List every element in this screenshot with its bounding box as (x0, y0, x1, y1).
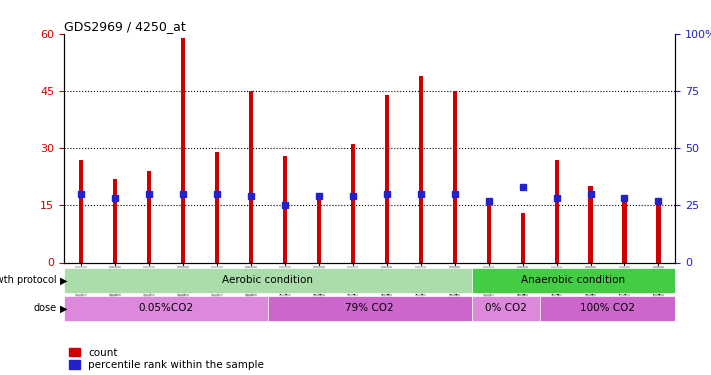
Bar (351, 144, 355, 262)
Bar (486, 206, 491, 262)
Text: ▶: ▶ (60, 303, 68, 313)
Text: GSM29920: GSM29920 (178, 267, 188, 312)
Text: ▶: ▶ (60, 275, 68, 285)
Bar (419, 76, 423, 262)
Bar (471, 268, 675, 293)
Bar (520, 213, 525, 262)
Text: GSM225514: GSM225514 (654, 267, 663, 318)
Text: Anaerobic condition: Anaerobic condition (521, 275, 626, 285)
Text: GSM29921: GSM29921 (213, 267, 221, 312)
Bar (385, 95, 389, 262)
Text: 79% CO2: 79% CO2 (346, 303, 394, 313)
Bar (316, 198, 321, 262)
Bar (215, 152, 219, 262)
Text: GSM29917: GSM29917 (144, 267, 154, 312)
Bar (283, 156, 287, 262)
Text: GSM29922: GSM29922 (246, 267, 255, 312)
Text: GSM29912: GSM29912 (77, 267, 85, 312)
Text: GDS2969 / 4250_at: GDS2969 / 4250_at (64, 20, 186, 33)
Bar (589, 186, 592, 262)
Bar (622, 201, 626, 262)
Bar (181, 38, 185, 262)
Text: GSM225517: GSM225517 (348, 267, 357, 318)
Bar (471, 296, 540, 321)
Bar (147, 171, 151, 262)
Text: Aerobic condition: Aerobic condition (223, 275, 314, 285)
Text: 0.05%CO2: 0.05%CO2 (139, 303, 193, 313)
Bar (453, 91, 456, 262)
Text: GSM225520: GSM225520 (416, 267, 425, 318)
Legend: count, percentile rank within the sample: count, percentile rank within the sample (69, 348, 264, 370)
Bar (656, 206, 661, 262)
Bar (249, 91, 253, 262)
Text: 100% CO2: 100% CO2 (580, 303, 635, 313)
Bar (79, 160, 83, 262)
Bar (540, 296, 675, 321)
Text: growth protocol: growth protocol (0, 275, 57, 285)
Bar (64, 268, 471, 293)
Text: dose: dose (33, 303, 57, 313)
Text: GSM225516: GSM225516 (314, 267, 324, 318)
Text: GSM29914: GSM29914 (110, 267, 119, 312)
Text: GSM225521: GSM225521 (450, 267, 459, 318)
Bar (64, 296, 268, 321)
Text: GSM225519: GSM225519 (383, 267, 391, 318)
Text: 0% CO2: 0% CO2 (485, 303, 527, 313)
Text: GSM225469: GSM225469 (586, 267, 595, 318)
Bar (113, 178, 117, 262)
Text: GSM29937: GSM29937 (552, 267, 561, 313)
Text: GSM29934: GSM29934 (484, 267, 493, 312)
Bar (268, 296, 471, 321)
Text: GSM29936: GSM29936 (518, 267, 527, 313)
Bar (555, 160, 559, 262)
Text: GSM225515: GSM225515 (280, 267, 289, 318)
Text: GSM225482: GSM225482 (620, 267, 629, 318)
